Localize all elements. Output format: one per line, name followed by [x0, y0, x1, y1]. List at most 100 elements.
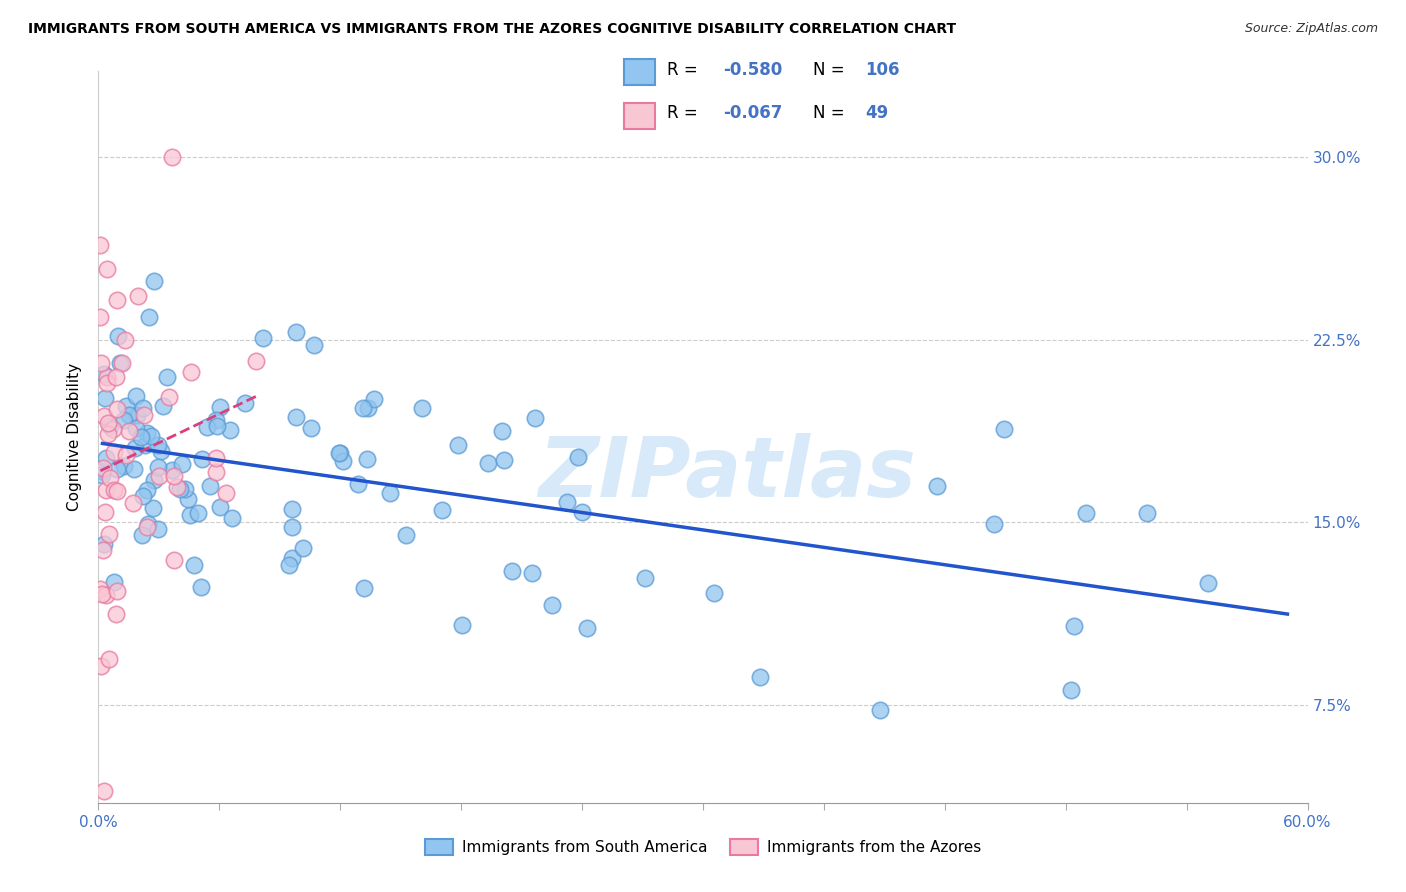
- Point: [299, 421, 322, 435]
- Point: [190, 580, 212, 594]
- Y-axis label: Cognitive Disability: Cognitive Disability: [67, 363, 83, 511]
- Point: [111, 356, 134, 370]
- Point: [91, 542, 114, 557]
- Point: [89, 582, 111, 597]
- Point: [138, 310, 160, 325]
- Point: [567, 450, 589, 464]
- Point: [98, 471, 121, 485]
- Point: [146, 522, 169, 536]
- Point: [98, 652, 121, 666]
- Point: [163, 552, 186, 566]
- Point: [432, 503, 454, 517]
- Point: [93, 536, 115, 550]
- Point: [524, 410, 547, 425]
- Point: [215, 485, 238, 500]
- Point: [191, 451, 214, 466]
- Point: [105, 483, 128, 498]
- Text: N =: N =: [813, 62, 849, 79]
- Point: [450, 618, 472, 632]
- Point: [105, 583, 128, 598]
- Point: [143, 474, 166, 488]
- Point: [501, 564, 523, 578]
- Point: [98, 418, 121, 433]
- Point: [93, 368, 115, 382]
- Point: [205, 413, 228, 427]
- Text: IMMIGRANTS FROM SOUTH AMERICA VS IMMIGRANTS FROM THE AZORES COGNITIVE DISABILITY: IMMIGRANTS FROM SOUTH AMERICA VS IMMIGRA…: [28, 22, 956, 37]
- Point: [105, 293, 128, 307]
- Point: [208, 500, 231, 514]
- Text: N =: N =: [813, 104, 849, 122]
- Point: [103, 483, 125, 497]
- Point: [281, 502, 304, 516]
- Text: -0.580: -0.580: [723, 62, 782, 79]
- Point: [132, 401, 155, 415]
- Point: [281, 520, 304, 534]
- Text: R =: R =: [668, 62, 703, 79]
- Point: [97, 417, 120, 431]
- Point: [136, 483, 159, 497]
- Point: [353, 582, 375, 596]
- Point: [205, 450, 228, 465]
- Point: [477, 457, 499, 471]
- Point: [146, 438, 169, 452]
- Point: [492, 453, 515, 467]
- Point: [148, 460, 170, 475]
- Point: [278, 558, 301, 572]
- Point: [187, 506, 209, 520]
- FancyBboxPatch shape: [624, 59, 655, 85]
- Point: [148, 469, 170, 483]
- Point: [1063, 618, 1085, 632]
- Point: [172, 458, 194, 472]
- Point: [98, 527, 121, 541]
- Point: [149, 444, 172, 458]
- Point: [245, 353, 267, 368]
- Point: [91, 464, 114, 478]
- Point: [363, 392, 385, 406]
- Point: [1076, 506, 1098, 520]
- Point: [209, 400, 232, 414]
- Point: [127, 289, 149, 303]
- Point: [346, 477, 368, 491]
- Text: 49: 49: [865, 104, 889, 122]
- Point: [89, 237, 111, 252]
- Point: [91, 587, 114, 601]
- Text: 106: 106: [865, 62, 900, 79]
- Point: [634, 571, 657, 585]
- Point: [115, 448, 138, 462]
- Point: [136, 520, 159, 534]
- Point: [125, 408, 148, 422]
- Text: Source: ZipAtlas.com: Source: ZipAtlas.com: [1244, 22, 1378, 36]
- Point: [176, 491, 198, 506]
- Point: [328, 446, 350, 460]
- Point: [169, 482, 191, 496]
- Text: R =: R =: [668, 104, 703, 122]
- Point: [173, 482, 195, 496]
- Point: [104, 607, 127, 622]
- Point: [233, 396, 256, 410]
- Point: [983, 517, 1005, 532]
- Text: -0.067: -0.067: [723, 104, 782, 122]
- Point: [90, 356, 112, 370]
- Point: [142, 500, 165, 515]
- Point: [125, 420, 148, 434]
- Point: [1136, 506, 1159, 520]
- Point: [96, 588, 118, 602]
- Point: [103, 445, 125, 459]
- Point: [411, 401, 433, 415]
- Point: [93, 783, 115, 797]
- Point: [252, 330, 274, 344]
- Point: [160, 150, 183, 164]
- Point: [575, 621, 598, 635]
- Point: [96, 376, 118, 391]
- FancyBboxPatch shape: [624, 103, 655, 129]
- Point: [156, 370, 179, 384]
- Point: [125, 389, 148, 403]
- Point: [135, 426, 157, 441]
- Point: [281, 550, 304, 565]
- Point: [571, 505, 593, 519]
- Point: [332, 454, 354, 468]
- Point: [218, 423, 240, 437]
- Point: [132, 408, 155, 422]
- Point: [122, 462, 145, 476]
- Point: [163, 468, 186, 483]
